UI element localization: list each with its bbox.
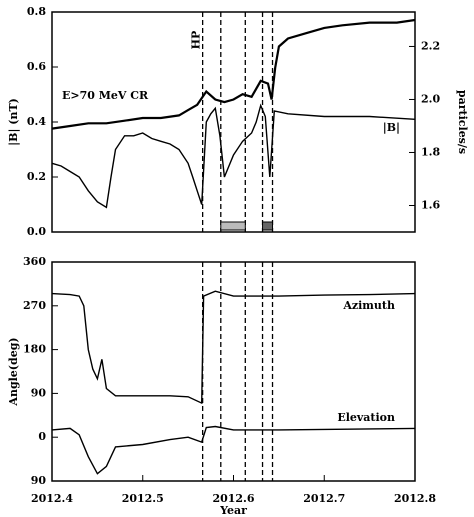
interval-box	[262, 221, 274, 231]
y-tick-label: 270	[23, 299, 46, 312]
y-tick-label: 0.4	[27, 115, 46, 128]
series-label: Elevation	[337, 411, 395, 424]
y2-tick-label: 2.2	[421, 39, 440, 52]
series-label: E>70 MeV CR	[62, 89, 149, 102]
x-tick-label: 2012.8	[394, 492, 436, 505]
series-line	[51, 103, 416, 209]
series-line	[51, 18, 416, 130]
x-tick-label: 2012.4	[31, 492, 73, 505]
series-label: Azimuth	[342, 299, 395, 312]
y-axis-label: |B| (nT)	[7, 98, 20, 146]
series-line	[51, 425, 416, 475]
y-tick-label: 180	[23, 343, 46, 356]
y2-tick-label: 1.6	[421, 198, 440, 211]
x-axis-label: Year	[219, 504, 247, 517]
x-tick-label: 2012.6	[212, 492, 254, 505]
y-tick-label: 90	[31, 386, 47, 399]
y-tick-label: 0	[38, 430, 46, 443]
event-label: HP	[190, 31, 203, 50]
y-tick-label: 0.0	[27, 225, 46, 238]
y2-tick-label: 2.0	[421, 92, 440, 105]
y-tick-label: 0.8	[27, 5, 46, 18]
y-tick-label: 0.2	[27, 170, 46, 183]
series-label: |B|	[383, 121, 400, 134]
y2-tick-label: 1.8	[421, 145, 440, 158]
y-tick-label: 90	[31, 474, 47, 487]
y-tick-label: 360	[23, 255, 46, 268]
y-tick-label: 0.6	[27, 60, 46, 73]
series-line	[51, 290, 416, 405]
x-tick-label: 2012.5	[122, 492, 164, 505]
plot-frame	[51, 11, 416, 233]
interval-box	[220, 221, 246, 231]
x-tick-label: 2012.7	[303, 492, 345, 505]
y-axis-label: Angle(deg)	[7, 337, 20, 406]
y2-axis-label: particles/s	[456, 90, 469, 154]
